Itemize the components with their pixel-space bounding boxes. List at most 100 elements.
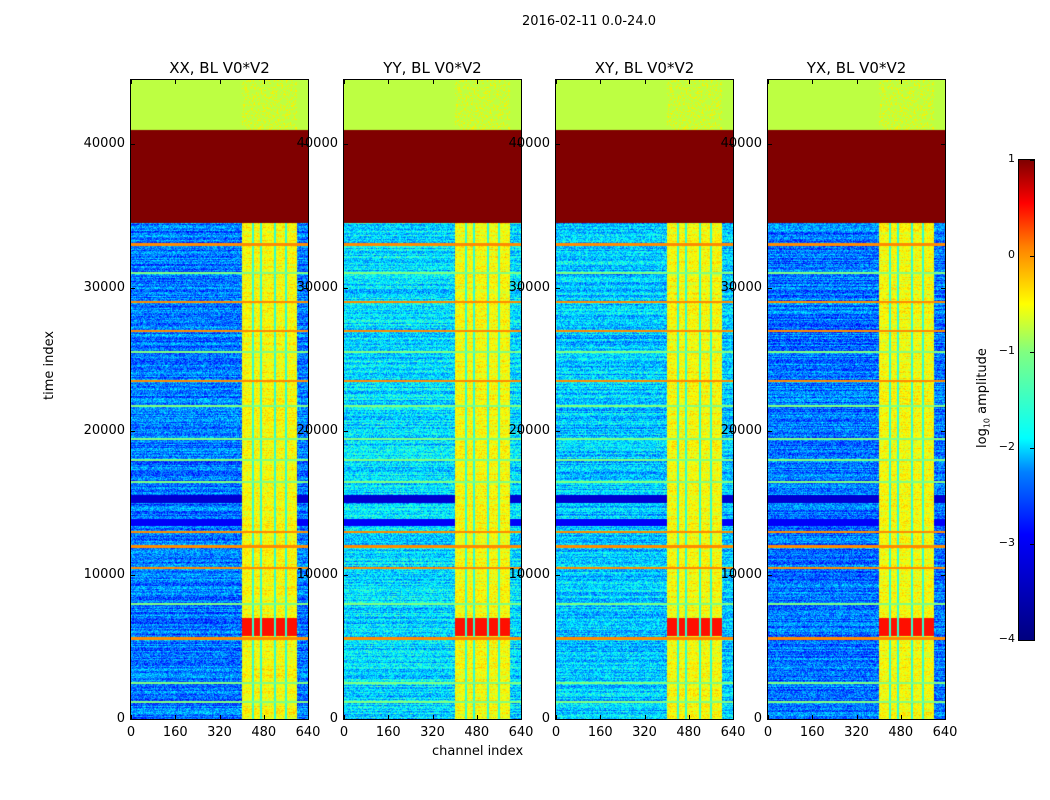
y-tick-mark xyxy=(131,719,135,720)
x-tick-label: 160 xyxy=(587,725,613,740)
x-tick-mark xyxy=(600,715,602,719)
x-tick-mark xyxy=(556,80,557,84)
y-tick-mark xyxy=(517,143,521,145)
x-tick-mark xyxy=(521,715,522,719)
x-tick-mark xyxy=(600,80,602,84)
y-tick-mark xyxy=(344,431,348,433)
x-tick-label: 320 xyxy=(844,725,869,740)
x-tick-mark xyxy=(344,715,345,719)
y-tick-label: 20000 xyxy=(83,423,125,439)
y-tick-mark xyxy=(344,143,348,145)
x-tick-label: 480 xyxy=(676,725,702,740)
colorbar-tick-mark xyxy=(1030,448,1034,449)
panel-title: YY, BL V0*V2 xyxy=(383,59,482,77)
heatmap-image xyxy=(131,80,308,719)
x-tick-label: 0 xyxy=(763,725,773,740)
y-tick-mark xyxy=(729,431,733,433)
colorbar-tick-label: −3 xyxy=(998,536,1015,549)
x-tick-label: 0 xyxy=(339,725,349,740)
y-tick-mark xyxy=(344,287,348,289)
x-tick-mark xyxy=(219,80,221,84)
y-tick-label: 40000 xyxy=(296,135,338,151)
heatmap-panel xyxy=(130,79,309,720)
x-tick-mark xyxy=(812,715,814,719)
x-tick-mark xyxy=(219,715,221,719)
y-tick-label: 40000 xyxy=(83,135,125,151)
y-tick-mark xyxy=(941,287,945,289)
y-tick-label: 20000 xyxy=(720,423,762,439)
y-tick-mark xyxy=(517,287,521,289)
x-tick-label: 480 xyxy=(888,725,914,740)
y-tick-label: 0 xyxy=(329,711,338,726)
x-tick-label: 160 xyxy=(799,725,825,740)
x-tick-mark xyxy=(688,80,690,84)
y-tick-mark xyxy=(941,431,945,433)
y-tick-label: 30000 xyxy=(508,279,550,295)
y-tick-mark xyxy=(556,719,560,720)
x-tick-mark xyxy=(812,80,814,84)
heatmap-image xyxy=(768,80,945,719)
x-tick-mark xyxy=(131,715,132,719)
x-tick-label: 320 xyxy=(420,725,445,740)
colorbar-tick-mark xyxy=(1030,544,1034,545)
x-tick-mark xyxy=(308,80,309,84)
x-tick-mark xyxy=(856,80,858,84)
y-tick-label: 10000 xyxy=(83,567,125,583)
y-tick-mark xyxy=(768,143,772,145)
x-tick-mark xyxy=(733,715,734,719)
y-tick-label: 40000 xyxy=(508,135,550,151)
x-tick-mark xyxy=(388,715,390,719)
x-tick-mark xyxy=(263,715,265,719)
y-tick-label: 0 xyxy=(541,711,550,726)
x-tick-mark xyxy=(945,80,946,84)
y-tick-mark xyxy=(304,143,308,145)
x-tick-mark xyxy=(308,715,309,719)
x-tick-label: 640 xyxy=(720,725,746,740)
y-tick-mark xyxy=(517,431,521,433)
heatmap-panel xyxy=(555,79,734,720)
heatmap-image xyxy=(556,80,733,719)
y-tick-label: 40000 xyxy=(720,135,762,151)
y-tick-mark xyxy=(556,431,560,433)
y-tick-mark xyxy=(304,287,308,289)
y-tick-mark xyxy=(304,575,308,577)
y-tick-mark xyxy=(344,575,348,577)
x-tick-mark xyxy=(688,715,690,719)
x-tick-mark xyxy=(388,80,390,84)
heatmap-panel xyxy=(343,79,522,720)
y-tick-label: 30000 xyxy=(296,279,338,295)
colorbar-tick-label: −2 xyxy=(998,440,1015,453)
y-tick-mark xyxy=(941,143,945,145)
x-tick-mark xyxy=(768,715,769,719)
y-tick-mark xyxy=(517,575,521,577)
y-tick-mark xyxy=(304,431,308,433)
colorbar-tick-mark xyxy=(1030,256,1034,257)
y-tick-mark xyxy=(556,575,560,577)
y-tick-mark xyxy=(304,719,308,720)
y-tick-mark xyxy=(768,575,772,577)
x-tick-mark xyxy=(476,80,478,84)
x-tick-mark xyxy=(131,80,132,84)
x-tick-label: 480 xyxy=(251,725,277,740)
x-tick-mark xyxy=(521,80,522,84)
y-tick-mark xyxy=(941,719,945,720)
y-tick-mark xyxy=(131,431,135,433)
y-axis-label: time index xyxy=(42,330,57,400)
y-tick-mark xyxy=(768,287,772,289)
colorbar-tick-label: 1 xyxy=(1008,152,1015,165)
x-tick-label: 0 xyxy=(551,725,561,740)
heatmap-panel xyxy=(767,79,946,720)
colorbar-label: log10 amplitude xyxy=(975,348,992,448)
y-tick-mark xyxy=(768,719,772,720)
colorbar-tick-label: −1 xyxy=(998,344,1015,357)
y-tick-label: 20000 xyxy=(296,423,338,439)
x-tick-label: 640 xyxy=(932,725,958,740)
y-tick-label: 0 xyxy=(753,711,762,726)
x-tick-mark xyxy=(768,80,769,84)
x-tick-mark xyxy=(263,80,265,84)
x-tick-mark xyxy=(175,715,177,719)
x-tick-mark xyxy=(945,715,946,719)
y-tick-mark xyxy=(729,575,733,577)
y-tick-label: 10000 xyxy=(508,567,550,583)
y-tick-mark xyxy=(131,575,135,577)
